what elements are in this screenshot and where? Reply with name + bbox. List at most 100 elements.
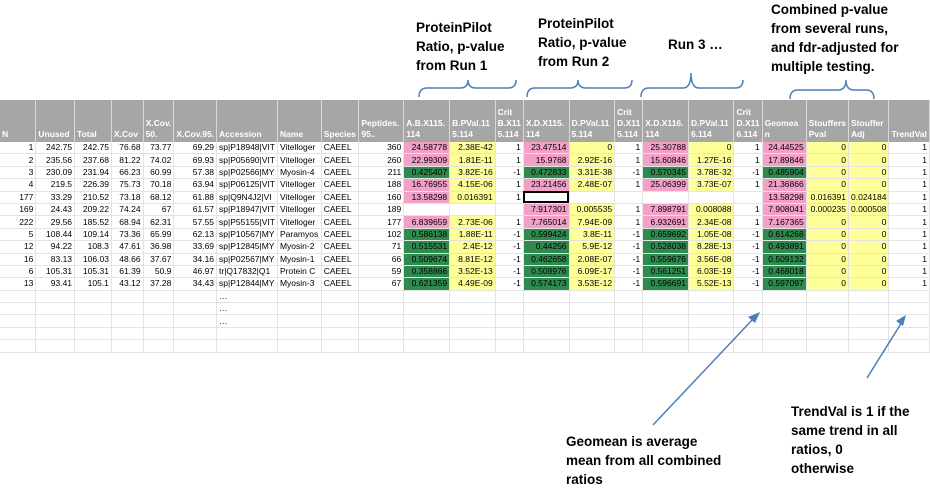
table-cell[interactable]: 83.13 <box>35 253 76 266</box>
table-cell[interactable]: 169 <box>0 203 37 217</box>
table-cell[interactable] <box>403 290 451 304</box>
table-cell[interactable]: 22.99309 <box>403 153 451 167</box>
table-cell[interactable] <box>642 191 689 204</box>
table-cell[interactable]: 0.574173 <box>523 277 570 291</box>
table-cell[interactable]: CAEEL <box>321 142 360 155</box>
table-cell[interactable]: 61.57 <box>173 203 218 217</box>
table-cell[interactable] <box>403 314 451 328</box>
table-cell[interactable]: 1 <box>888 153 930 167</box>
table-cell[interactable] <box>74 290 112 304</box>
column-header[interactable]: X.Cov <box>111 100 144 142</box>
table-cell[interactable] <box>642 302 689 316</box>
column-header[interactable]: Crit D.X11 5.114 <box>614 100 644 142</box>
table-cell[interactable]: 106.03 <box>74 253 112 266</box>
table-cell[interactable]: 1.27E-16 <box>688 153 735 167</box>
table-cell[interactable]: 0.005535 <box>569 203 616 217</box>
table-cell[interactable] <box>449 327 496 341</box>
table-cell[interactable]: 242.75 <box>74 142 112 155</box>
table-cell[interactable]: 36.98 <box>143 240 175 254</box>
table-cell[interactable]: -1 <box>495 166 524 180</box>
table-cell[interactable]: 43.12 <box>111 277 144 291</box>
table-cell[interactable]: 0.425407 <box>403 166 451 180</box>
table-cell[interactable]: 0.561251 <box>642 265 689 279</box>
table-cell[interactable]: 0.016391 <box>449 191 496 204</box>
table-cell[interactable]: 0.016391 <box>806 191 850 204</box>
table-cell[interactable]: 0.614268 <box>762 228 807 242</box>
table-cell[interactable]: 0 <box>806 166 850 180</box>
table-cell[interactable]: 21.36866 <box>762 178 807 192</box>
column-header[interactable]: Crit B.X11 5.114 <box>495 100 524 142</box>
table-cell[interactable]: … <box>216 302 278 316</box>
column-header[interactable]: A.B.X115. 114 <box>403 100 451 142</box>
table-cell[interactable]: 34.16 <box>173 253 218 266</box>
column-header[interactable]: Peptides. 95.. <box>358 100 405 142</box>
table-cell[interactable]: 108.44 <box>35 228 76 242</box>
table-cell[interactable] <box>569 290 616 304</box>
table-cell[interactable]: 0.621359 <box>403 277 451 291</box>
table-cell[interactable]: 1 <box>888 191 930 204</box>
table-cell[interactable]: 0 <box>848 153 890 167</box>
table-cell[interactable]: 73.36 <box>111 228 144 242</box>
table-cell[interactable]: -1 <box>614 265 644 279</box>
table-cell[interactable] <box>35 302 76 316</box>
table-cell[interactable] <box>0 290 37 304</box>
table-cell[interactable] <box>733 290 763 304</box>
table-cell[interactable]: 6.932691 <box>642 215 689 229</box>
table-cell[interactable]: -1 <box>733 240 763 254</box>
table-cell[interactable]: 2.34E-08 <box>688 215 735 229</box>
table-cell[interactable]: 68.94 <box>111 215 144 229</box>
table-cell[interactable]: Myosin-3 <box>277 277 322 291</box>
table-cell[interactable]: 73.77 <box>143 142 175 155</box>
table-cell[interactable]: 0.000508 <box>848 203 890 217</box>
column-header[interactable]: Total <box>74 100 112 142</box>
table-cell[interactable]: 0 <box>848 277 890 291</box>
table-cell[interactable]: sp|P02566|MY <box>216 166 278 180</box>
table-cell[interactable]: 0 <box>806 215 850 229</box>
table-cell[interactable] <box>733 314 763 328</box>
table-cell[interactable]: -1 <box>733 228 763 242</box>
table-cell[interactable]: Myosin-4 <box>277 166 322 180</box>
table-cell[interactable]: 76.68 <box>111 142 144 155</box>
table-cell[interactable] <box>277 339 322 353</box>
table-cell[interactable]: 34.43 <box>173 277 218 291</box>
table-cell[interactable] <box>888 290 930 304</box>
table-cell[interactable]: 71 <box>358 240 405 254</box>
table-cell[interactable]: 60.99 <box>143 166 175 180</box>
table-cell[interactable]: … <box>216 314 278 328</box>
table-cell[interactable] <box>35 290 76 304</box>
table-cell[interactable]: 211 <box>358 166 405 180</box>
table-cell[interactable]: 0.472833 <box>523 166 570 180</box>
table-cell[interactable]: 74.24 <box>111 203 144 217</box>
table-cell[interactable] <box>762 327 807 341</box>
table-cell[interactable]: 0.44256 <box>523 240 570 254</box>
table-cell[interactable]: 16.76955 <box>403 178 451 192</box>
table-cell[interactable]: 67 <box>143 203 175 217</box>
table-cell[interactable]: CAEEL <box>321 277 360 291</box>
table-cell[interactable]: 0.509674 <box>403 253 451 266</box>
table-cell[interactable]: 69.93 <box>173 153 218 167</box>
table-cell[interactable] <box>403 339 451 353</box>
table-cell[interactable] <box>277 327 322 341</box>
table-cell[interactable]: 13.58298 <box>403 191 451 204</box>
table-cell[interactable]: 15.60846 <box>642 153 689 167</box>
table-cell[interactable]: 237.68 <box>74 153 112 167</box>
table-cell[interactable]: 3.52E-13 <box>449 265 496 279</box>
table-cell[interactable] <box>173 290 218 304</box>
table-cell[interactable]: 1 <box>888 253 930 266</box>
table-cell[interactable] <box>0 302 37 316</box>
table-cell[interactable] <box>173 314 218 328</box>
table-cell[interactable]: 0 <box>848 240 890 254</box>
table-cell[interactable]: 1 <box>888 228 930 242</box>
table-cell[interactable] <box>688 191 735 204</box>
table-cell[interactable] <box>277 314 322 328</box>
table-cell[interactable]: -1 <box>614 228 644 242</box>
table-cell[interactable]: -1 <box>733 265 763 279</box>
table-cell[interactable]: 0.468018 <box>762 265 807 279</box>
table-cell[interactable]: 105.1 <box>74 277 112 291</box>
table-cell[interactable]: 1.05E-08 <box>688 228 735 242</box>
table-cell[interactable]: 0 <box>806 253 850 266</box>
table-cell[interactable]: 73.18 <box>111 191 144 204</box>
table-cell[interactable] <box>642 339 689 353</box>
table-cell[interactable] <box>358 302 405 316</box>
table-cell[interactable] <box>143 314 175 328</box>
